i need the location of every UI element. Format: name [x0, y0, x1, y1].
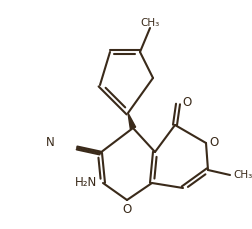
Polygon shape — [128, 113, 135, 129]
Text: O: O — [181, 96, 191, 109]
Text: O: O — [208, 136, 217, 150]
Text: H₂N: H₂N — [74, 177, 97, 190]
Text: CH₃: CH₃ — [232, 170, 251, 180]
Text: CH₃: CH₃ — [140, 18, 159, 28]
Text: O: O — [122, 203, 131, 216]
Text: N: N — [46, 136, 55, 150]
